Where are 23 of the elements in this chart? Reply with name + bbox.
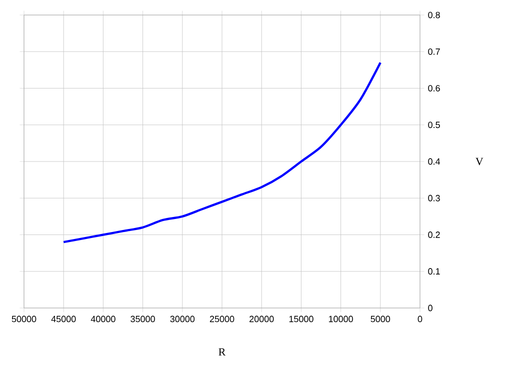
x-tick-label: 50000 [12, 316, 36, 322]
y-tick-label: 0.7 [428, 48, 440, 55]
x-tick-label: 15000 [289, 316, 314, 322]
line-series [62, 62, 382, 244]
y-tick-label: 0.6 [428, 85, 440, 92]
x-tick-label: 5000 [370, 316, 390, 322]
x-tick-label: 40000 [90, 316, 116, 322]
x-tick-label: 25000 [210, 316, 234, 322]
y-tick-label: 0.3 [428, 194, 440, 202]
x-tick-label: 0 [418, 316, 422, 322]
x-tick-label: 35000 [130, 316, 155, 322]
x-tick-label: 10000 [328, 316, 353, 322]
x-tick-label: 30000 [170, 316, 195, 322]
y-tick-label: 0.2 [428, 232, 440, 238]
y-tick-label: 0.4 [428, 158, 440, 165]
x-tick-label: 20000 [250, 316, 274, 322]
y-tick-label: 0.1 [428, 268, 440, 275]
x-axis-title: R [218, 348, 226, 356]
y-tick-label: 0 [428, 304, 432, 312]
y-axis-title: V [476, 158, 484, 166]
y-tick-label: 0.5 [428, 122, 440, 128]
x-tick-label: 45000 [51, 316, 76, 322]
y-tick-label: 0.8 [428, 12, 440, 18]
